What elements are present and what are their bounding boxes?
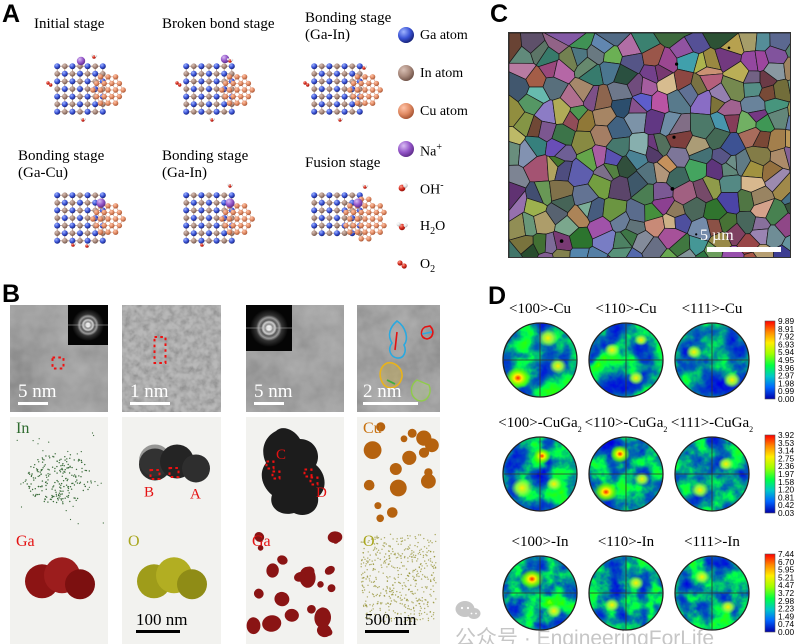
svg-text:O: O	[128, 533, 140, 550]
svg-text:<100>-In: <100>-In	[512, 534, 569, 550]
svg-text:<110>-Cu: <110>-Cu	[595, 301, 657, 317]
svg-text:Ga: Ga	[16, 533, 35, 550]
svg-text:B: B	[144, 484, 154, 500]
svg-text:<111>-CuGa2: <111>-CuGa2	[671, 415, 753, 434]
svg-text:<100>-Cu: <100>-Cu	[509, 301, 571, 317]
svg-text:500 nm: 500 nm	[365, 610, 416, 629]
svg-text:Cu: Cu	[363, 420, 382, 437]
svg-text:<110>-CuGa2: <110>-CuGa2	[585, 415, 668, 434]
svg-text:5 nm: 5 nm	[254, 381, 293, 402]
svg-text:In: In	[16, 420, 29, 437]
svg-text:5 nm: 5 nm	[18, 381, 57, 402]
svg-text:<111>-Cu: <111>-Cu	[682, 301, 743, 317]
svg-text:2 nm: 2 nm	[363, 381, 402, 402]
svg-text:<100>-CuGa2: <100>-CuGa2	[498, 415, 581, 434]
svg-text:1 nm: 1 nm	[130, 381, 169, 402]
svg-text:O: O	[363, 533, 375, 550]
svg-text:<110>-In: <110>-In	[598, 534, 655, 550]
svg-text:0.00: 0.00	[778, 627, 795, 637]
svg-text:Ga: Ga	[252, 533, 271, 550]
svg-text:100 nm: 100 nm	[136, 610, 187, 629]
svg-text:A: A	[190, 486, 201, 502]
svg-text:0.00: 0.00	[778, 394, 795, 404]
svg-text:D: D	[316, 485, 327, 501]
svg-text:0.03: 0.03	[778, 508, 795, 518]
svg-text:<111>-In: <111>-In	[684, 534, 740, 550]
svg-text:C: C	[276, 447, 286, 463]
